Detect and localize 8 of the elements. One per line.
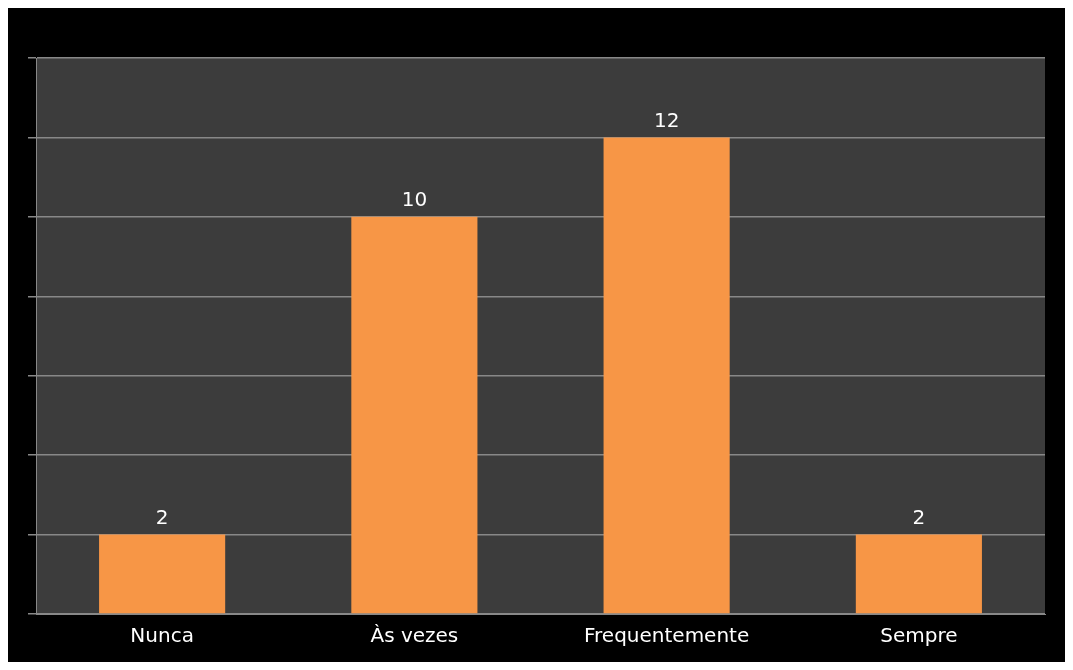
data-label: 12 bbox=[653, 107, 680, 132]
data-label: 2 bbox=[155, 504, 169, 529]
x-tick-label: Sempre bbox=[880, 623, 958, 648]
data-label: 10 bbox=[401, 187, 428, 212]
data-label: 2 bbox=[912, 504, 926, 529]
x-tick-label: Às vezes bbox=[370, 623, 459, 648]
x-tick-label: Frequentemente bbox=[584, 623, 750, 648]
x-tick-label: Nunca bbox=[130, 623, 194, 648]
